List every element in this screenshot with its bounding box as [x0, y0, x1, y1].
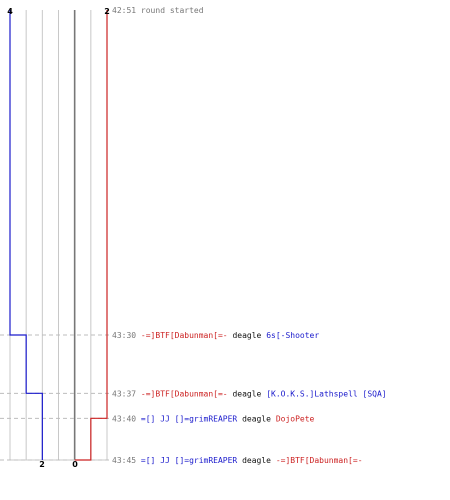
event-log: 42:51 round started 43:30 -=]BTF[Dabunman…: [112, 6, 387, 465]
event-time: 42:51: [112, 6, 136, 15]
event-row: 42:51 round started: [112, 6, 204, 15]
blue-top-count: 4: [7, 7, 13, 16]
weapon-name: deagle: [232, 389, 261, 398]
event-row: 43:37 -=]BTF[Dabunman[=- deagle [K.O.K.S…: [112, 389, 387, 398]
weapon-name: deagle: [232, 331, 261, 340]
victim-name: [K.O.K.S.]Lathspell [SQA]: [266, 389, 386, 398]
weapon-name: deagle: [242, 456, 271, 465]
red-bottom-count: 0: [72, 460, 78, 469]
event-time: 43:45: [112, 456, 136, 465]
weapon-name: deagle: [242, 414, 271, 423]
event-guide-lines: [0, 334, 109, 461]
victim-name: DojoPete: [276, 414, 315, 423]
blue-bottom-count: 2: [39, 460, 45, 469]
event-row: 43:40 =[] JJ []=grimREAPER deagle DojoPe…: [112, 414, 315, 423]
killer-name: =[] JJ []=grimREAPER: [141, 456, 238, 465]
red-team-alive-line: [74, 10, 108, 461]
victim-name: -=]BTF[Dabunman[=-: [276, 456, 363, 465]
event-time: 43:37: [112, 389, 136, 398]
victim-name: 6s[-Shooter: [266, 331, 319, 340]
event-row: 43:30 -=]BTF[Dabunman[=- deagle 6s[-Shoo…: [112, 331, 319, 340]
killer-name: =[] JJ []=grimREAPER: [141, 414, 238, 423]
killer-name: -=]BTF[Dabunman[=-: [141, 389, 228, 398]
grid-lines: [9, 10, 108, 461]
red-top-count: 2: [104, 7, 110, 16]
killer-name: -=]BTF[Dabunman[=-: [141, 331, 228, 340]
event-time: 43:30: [112, 331, 136, 340]
blue-team-alive-line: [9, 10, 43, 460]
event-text: round started: [141, 6, 204, 15]
event-time: 43:40: [112, 414, 136, 423]
event-row: 43:45 =[] JJ []=grimREAPER deagle -=]BTF…: [112, 456, 363, 465]
